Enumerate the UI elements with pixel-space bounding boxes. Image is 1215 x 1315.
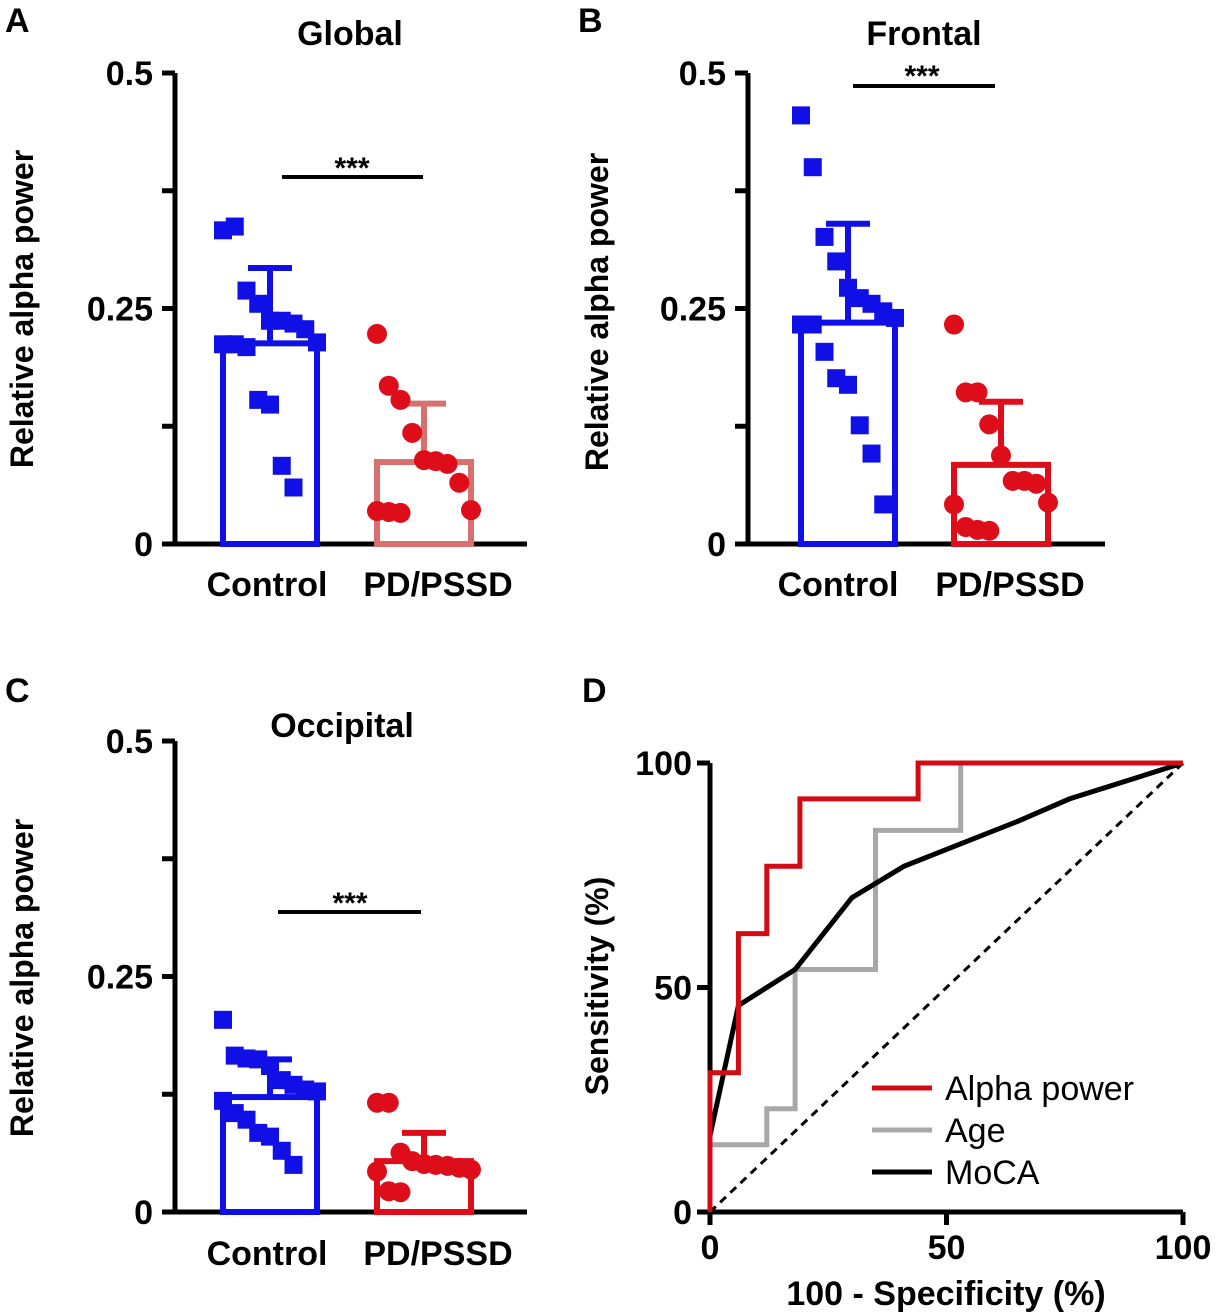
series-line-moca — [707, 760, 1184, 1137]
panel-label-a: A — [5, 2, 30, 40]
data-point — [839, 375, 857, 394]
data-point — [249, 294, 268, 313]
y-tick-label: 0.5 — [679, 55, 726, 93]
data-point — [214, 1010, 232, 1029]
data-point — [827, 252, 846, 271]
data-point — [944, 494, 964, 515]
data-point — [461, 1159, 481, 1180]
data-point — [284, 478, 303, 497]
data-point — [272, 1141, 291, 1160]
legend-label-moca: MoCA — [945, 1154, 1040, 1192]
data-point — [272, 456, 291, 475]
panel-label-b: B — [578, 2, 603, 40]
panel-c: Occipital Relative alpha power 00.250.5 … — [4, 707, 527, 1273]
y-tick-label: 0.25 — [87, 291, 153, 329]
panel-b: Frontal Relative alpha power 0 0.25 0.5 Co… — [579, 15, 1105, 604]
data-point — [850, 416, 869, 435]
data-point — [390, 1182, 411, 1203]
data-point — [803, 158, 822, 177]
y-tick-label: 0.5 — [106, 55, 153, 93]
panel-label-c: C — [5, 672, 30, 710]
data-point — [390, 502, 411, 523]
x-axis-label: 100 - Specificity (%) — [786, 1275, 1105, 1313]
data-point — [979, 520, 1000, 541]
data-point — [378, 1092, 399, 1113]
y-axis-label: Relative alpha power — [579, 153, 615, 471]
data-point — [378, 375, 399, 396]
data-point — [874, 495, 893, 514]
y-tick-label: 0.25 — [660, 291, 726, 329]
y-axis-label: Relative alpha power — [4, 819, 40, 1137]
plot-area: 0 50 100 0 50 100 — [635, 745, 1211, 1267]
x-tick-label: 50 — [928, 1229, 966, 1267]
data-point — [261, 395, 279, 414]
y-tick-label: 0 — [673, 1194, 692, 1232]
x-tick-label: 100 — [1155, 1229, 1212, 1267]
category-label-control: Control — [207, 1235, 328, 1273]
significance-label: *** — [332, 887, 367, 920]
legend-label-age: Age — [945, 1112, 1006, 1150]
data-point — [449, 472, 470, 493]
plot-area: 0 0.25 0.5 — [87, 55, 527, 564]
legend-label-alpha-power: Alpha power — [945, 1070, 1134, 1108]
data-point — [308, 333, 326, 352]
title: Global — [297, 15, 403, 53]
data-point — [1026, 473, 1047, 494]
title: Occipital — [270, 707, 414, 745]
significance-label: *** — [904, 60, 939, 93]
y-tick-label: 0 — [134, 526, 153, 564]
legend: Alpha power Age MoCA — [872, 1070, 1134, 1192]
data-point — [815, 227, 834, 246]
data-point — [284, 1155, 303, 1174]
y-axis-label: Sensitivity (%) — [579, 877, 615, 1096]
x-tick-label: 0 — [701, 1229, 720, 1267]
category-label-pd-pssd: PD/PSSD — [935, 566, 1084, 604]
category-label-pd-pssd: PD/PSSD — [363, 566, 512, 604]
data-point — [402, 422, 423, 443]
data-point — [1038, 492, 1058, 513]
plot-area: 0 0.25 0.5 — [87, 723, 527, 1232]
data-point — [944, 314, 964, 335]
data-point — [308, 1082, 326, 1101]
data-point — [803, 315, 822, 334]
data-point — [237, 338, 256, 357]
data-point — [261, 1056, 279, 1075]
data-point — [367, 1161, 387, 1182]
significance-label: *** — [334, 152, 369, 185]
data-point — [437, 453, 458, 474]
data-point — [261, 1127, 279, 1146]
data-point — [815, 342, 834, 361]
title: Frontal — [866, 15, 981, 53]
bar-control — [220, 340, 320, 547]
data-point — [862, 444, 881, 463]
data-point — [991, 445, 1011, 466]
y-tick-label: 100 — [635, 745, 692, 783]
panel-a: Global Relative alpha power 0 0.25 0.5 Con… — [4, 15, 527, 604]
reference-line — [708, 761, 1185, 1214]
series-line-alpha-power — [707, 760, 1183, 1212]
data-point — [390, 389, 411, 410]
data-point — [225, 217, 244, 236]
y-tick-label: 50 — [654, 970, 692, 1008]
plot-area: 0 0.25 0.5 — [660, 55, 1105, 564]
data-point — [367, 323, 387, 344]
series-line-age — [710, 760, 1183, 1148]
data-point — [967, 382, 988, 403]
y-axis-label: Relative alpha power — [4, 150, 40, 468]
y-tick-label: 0.25 — [87, 959, 153, 997]
y-tick-label: 0.5 — [106, 723, 153, 761]
category-label-control: Control — [778, 566, 899, 604]
data-point — [792, 106, 810, 125]
category-label-control: Control — [207, 566, 328, 604]
data-point — [886, 308, 904, 327]
category-label-pd-pssd: PD/PSSD — [363, 1235, 512, 1273]
y-tick-label: 0 — [707, 526, 726, 564]
panel-d: Sensitivity (%) 100 - Specificity (%) 0 5… — [579, 745, 1211, 1313]
data-point — [979, 414, 1000, 435]
data-point — [461, 500, 481, 521]
y-tick-label: 0 — [134, 1194, 153, 1232]
panel-label-d: D — [582, 672, 607, 710]
